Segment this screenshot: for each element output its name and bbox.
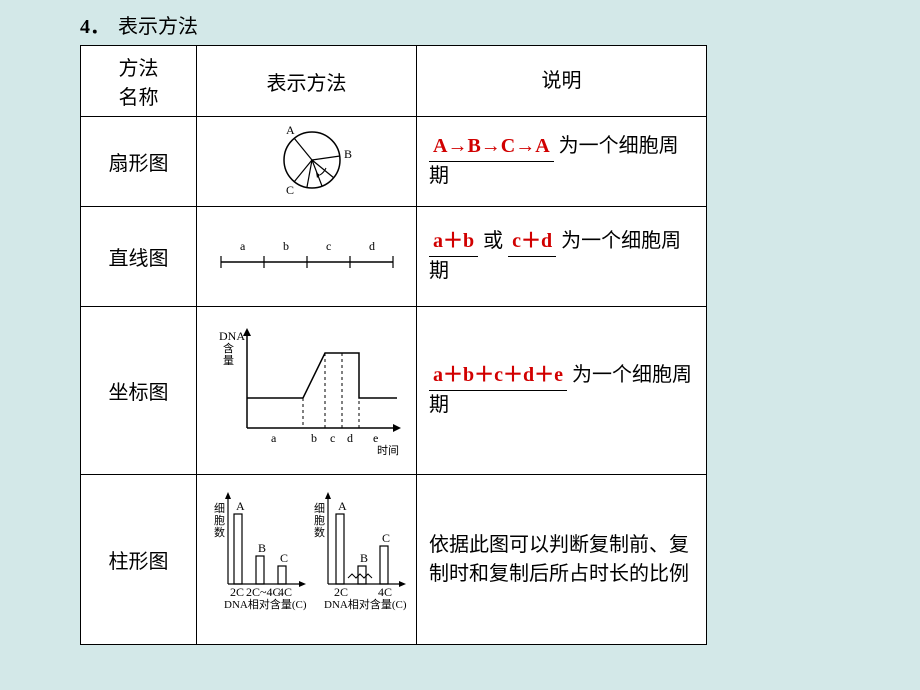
row-diagram: A B C 细 胞 数 2C 2C~4C 4C DNA相对含量(C) <box>197 475 417 645</box>
header-description: 说明 <box>417 46 707 117</box>
svg-text:A: A <box>338 499 347 513</box>
section-heading: 4． 表示方法 <box>80 10 707 39</box>
table-row: 柱形图 A B C 细 <box>81 475 707 645</box>
line-chart-icon: DNA 含 量 a b c d e 时间 <box>207 318 407 458</box>
table-row: 坐标图 DNA 含 量 <box>81 307 707 475</box>
svg-text:A: A <box>236 499 245 513</box>
svg-text:2C~4C: 2C~4C <box>246 585 281 599</box>
pie-sector-icon: A B C <box>252 120 362 198</box>
row-name: 扇形图 <box>81 117 197 207</box>
svg-text:C: C <box>382 531 390 545</box>
svg-text:d: d <box>369 239 375 253</box>
row-description: 依据此图可以判断复制前、复制时和复制后所占时长的比例 <box>417 475 707 645</box>
heading-number: 4． <box>80 16 110 38</box>
row-description: a＋b 或 c＋d 为一个细胞周期 <box>417 207 707 307</box>
row-name: 直线图 <box>81 207 197 307</box>
heading-text: 表示方法 <box>118 16 198 38</box>
svg-text:时间: 时间 <box>377 444 399 457</box>
svg-text:c: c <box>330 431 335 445</box>
number-line-icon: a b c d <box>207 232 407 276</box>
svg-text:DNA相对含量(C): DNA相对含量(C) <box>224 597 307 611</box>
svg-text:4C: 4C <box>278 585 292 599</box>
svg-text:e: e <box>373 431 378 445</box>
row-diagram: a b c d <box>197 207 417 307</box>
header-method-name: 方法名称 <box>81 46 197 117</box>
svg-text:DNA: DNA <box>219 329 245 343</box>
svg-text:2C: 2C <box>230 585 244 599</box>
svg-text:细: 细 <box>214 502 225 515</box>
svg-text:含: 含 <box>223 341 234 355</box>
svg-text:B: B <box>258 541 266 555</box>
svg-text:数: 数 <box>314 526 325 539</box>
svg-text:数: 数 <box>214 526 225 539</box>
row-name: 柱形图 <box>81 475 197 645</box>
svg-text:DNA相对含量(C): DNA相对含量(C) <box>324 597 407 611</box>
svg-text:量: 量 <box>223 354 234 367</box>
row-diagram: DNA 含 量 a b c d e 时间 <box>197 307 417 475</box>
svg-text:b: b <box>311 431 317 445</box>
svg-text:胞: 胞 <box>214 514 225 527</box>
table-row: 扇形图 A B C <box>81 117 707 207</box>
svg-text:B: B <box>360 551 368 565</box>
table-row: 直线图 a b c d <box>81 207 707 307</box>
bar-chart-icon: A B C 细 胞 数 2C 2C~4C 4C DNA相对含量(C) <box>202 482 412 632</box>
svg-text:C: C <box>280 551 288 565</box>
svg-text:细: 细 <box>314 502 325 515</box>
svg-text:b: b <box>283 239 289 253</box>
table-header-row: 方法名称 表示方法 说明 <box>81 46 707 117</box>
svg-text:c: c <box>326 239 331 253</box>
svg-text:B: B <box>344 147 352 161</box>
svg-text:a: a <box>271 431 277 445</box>
svg-text:a: a <box>240 239 246 253</box>
row-description: A→B→C→A 为一个细胞周期 <box>417 117 707 207</box>
svg-text:A: A <box>286 123 295 137</box>
svg-text:C: C <box>286 183 294 197</box>
row-diagram: A B C <box>197 117 417 207</box>
svg-text:胞: 胞 <box>314 514 325 527</box>
methods-table: 方法名称 表示方法 说明 扇形图 <box>80 45 707 645</box>
row-name: 坐标图 <box>81 307 197 475</box>
header-diagram: 表示方法 <box>197 46 417 117</box>
row-description: a＋b＋c＋d＋e 为一个细胞周期 <box>417 307 707 475</box>
svg-text:d: d <box>347 431 353 445</box>
svg-text:2C: 2C <box>334 585 348 599</box>
svg-text:4C: 4C <box>378 585 392 599</box>
